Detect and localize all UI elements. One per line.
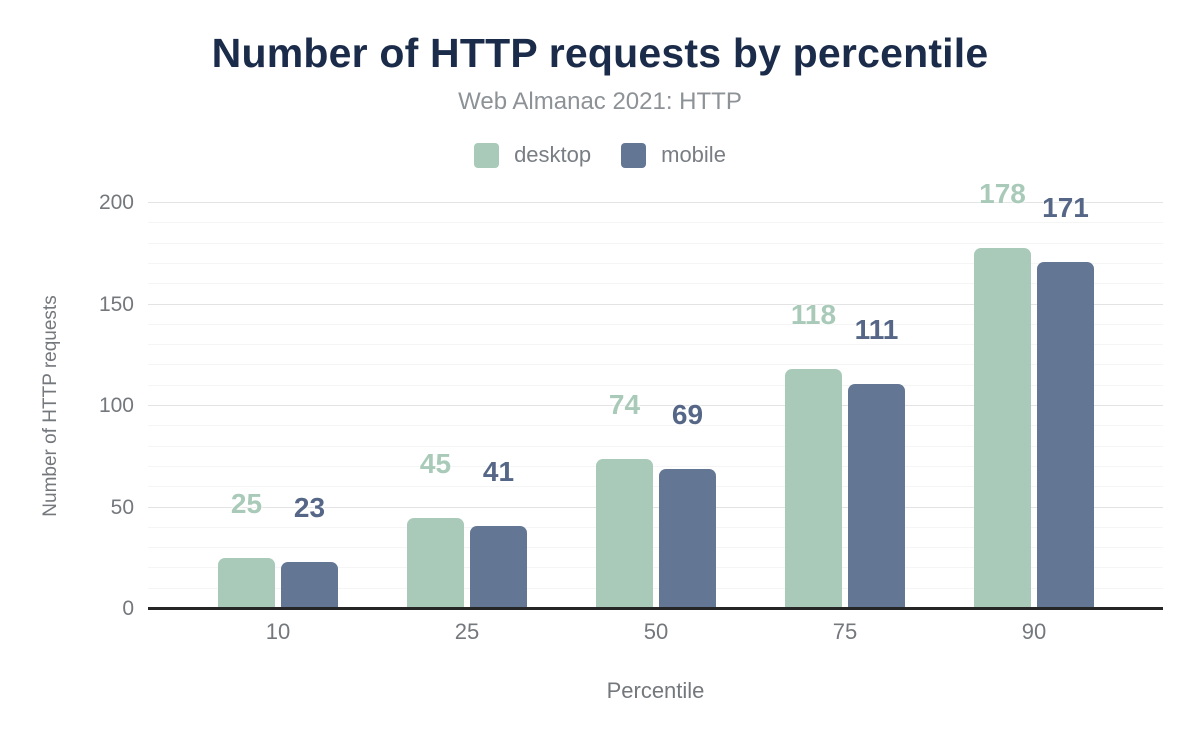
bar-value-mobile-p50: 69 xyxy=(671,398,704,430)
minor-gridline-60 xyxy=(148,486,1163,488)
bar-desktop-p50 xyxy=(596,458,653,609)
legend-label-mobile: mobile xyxy=(661,142,726,167)
bar-value-mobile-p25: 41 xyxy=(482,455,515,487)
minor-gridline-190 xyxy=(148,222,1163,224)
bar-mobile-p90 xyxy=(1037,261,1094,609)
chart-title: Number of HTTP requests by percentile xyxy=(211,30,989,76)
y-tick-label-0: 0 xyxy=(122,597,134,620)
bar-value-mobile-p10: 23 xyxy=(293,492,326,524)
y-tick-label-150: 150 xyxy=(98,292,134,316)
legend-swatch-desktop xyxy=(474,142,500,168)
minor-gridline-180 xyxy=(148,242,1163,244)
bar-mobile-p25 xyxy=(470,525,527,609)
bar-mobile-p10 xyxy=(281,562,338,609)
x-tick-label-10: 10 xyxy=(265,619,291,644)
bar-value-mobile-p75: 111 xyxy=(854,313,899,345)
minor-gridline-130 xyxy=(148,344,1163,346)
major-gridline-100 xyxy=(148,405,1163,406)
minor-gridline-30 xyxy=(148,547,1163,549)
minor-gridline-20 xyxy=(148,567,1163,569)
x-tick-label-25: 25 xyxy=(454,619,480,644)
bar-value-desktop-p50: 74 xyxy=(608,388,641,420)
minor-gridline-80 xyxy=(148,445,1163,447)
x-tick-label-75: 75 xyxy=(832,619,858,644)
chart-subtitle: Web Almanac 2021: HTTP xyxy=(458,88,742,115)
minor-gridline-10 xyxy=(148,587,1163,589)
plot-area: 0 50 100 150 200 25 23 10 45 41 25 74 69 50 118 111 75 17… xyxy=(99,178,1163,643)
bar-desktop-p90 xyxy=(974,247,1031,609)
minor-gridline-140 xyxy=(148,323,1163,325)
x-tick-label-90: 90 xyxy=(1021,619,1047,644)
bar-mobile-p75 xyxy=(848,383,905,609)
minor-gridline-120 xyxy=(148,364,1163,366)
legend: desktop mobile xyxy=(0,141,1200,169)
minor-gridline-40 xyxy=(148,526,1163,528)
bar-desktop-p25 xyxy=(407,517,464,609)
bar-value-mobile-p90: 171 xyxy=(1042,191,1089,223)
bar-value-desktop-p10: 25 xyxy=(230,488,263,520)
legend-item-mobile: mobile xyxy=(621,142,726,168)
bar-value-desktop-p90: 178 xyxy=(979,177,1026,209)
legend-label-desktop: desktop xyxy=(514,142,592,167)
minor-gridline-70 xyxy=(148,465,1163,467)
bar-desktop-p10 xyxy=(218,558,275,609)
bar-mobile-p50 xyxy=(659,468,716,609)
minor-gridline-110 xyxy=(148,384,1163,386)
legend-swatch-mobile xyxy=(621,142,647,168)
minor-gridline-90 xyxy=(148,425,1163,427)
x-axis-line xyxy=(148,607,1163,610)
legend-item-desktop: desktop xyxy=(474,142,591,168)
major-gridline-150 xyxy=(148,303,1163,305)
x-axis-title: Percentile xyxy=(606,678,705,703)
major-gridline-50 xyxy=(148,506,1163,508)
bar-value-desktop-p25: 45 xyxy=(419,447,452,479)
major-gridline-200 xyxy=(148,202,1163,203)
minor-gridline-170 xyxy=(148,262,1163,264)
y-tick-label-100: 100 xyxy=(98,394,134,417)
y-axis-title: Number of HTTP requests xyxy=(40,295,61,517)
minor-gridline-160 xyxy=(148,283,1163,285)
y-tick-label-200: 200 xyxy=(98,191,134,214)
bar-value-desktop-p75: 118 xyxy=(790,299,837,331)
y-tick-label-50: 50 xyxy=(110,495,134,519)
x-tick-label-50: 50 xyxy=(643,619,669,644)
bar-desktop-p75 xyxy=(785,369,842,609)
